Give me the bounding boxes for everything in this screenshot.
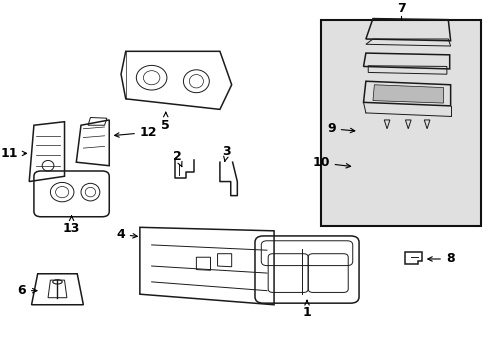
Text: 5: 5 (161, 112, 170, 132)
Text: 3: 3 (222, 145, 231, 161)
Text: 8: 8 (427, 252, 454, 265)
Text: 13: 13 (63, 216, 80, 235)
Text: 10: 10 (311, 156, 350, 170)
Text: 1: 1 (302, 300, 311, 319)
Polygon shape (372, 85, 443, 103)
Text: 9: 9 (326, 122, 354, 135)
Text: 6: 6 (17, 284, 37, 297)
Text: 7: 7 (396, 3, 405, 15)
Text: 11: 11 (1, 147, 26, 160)
Text: 12: 12 (114, 126, 157, 139)
Text: 2: 2 (173, 150, 182, 167)
Text: 4: 4 (116, 228, 137, 241)
Bar (321, 20, 480, 226)
